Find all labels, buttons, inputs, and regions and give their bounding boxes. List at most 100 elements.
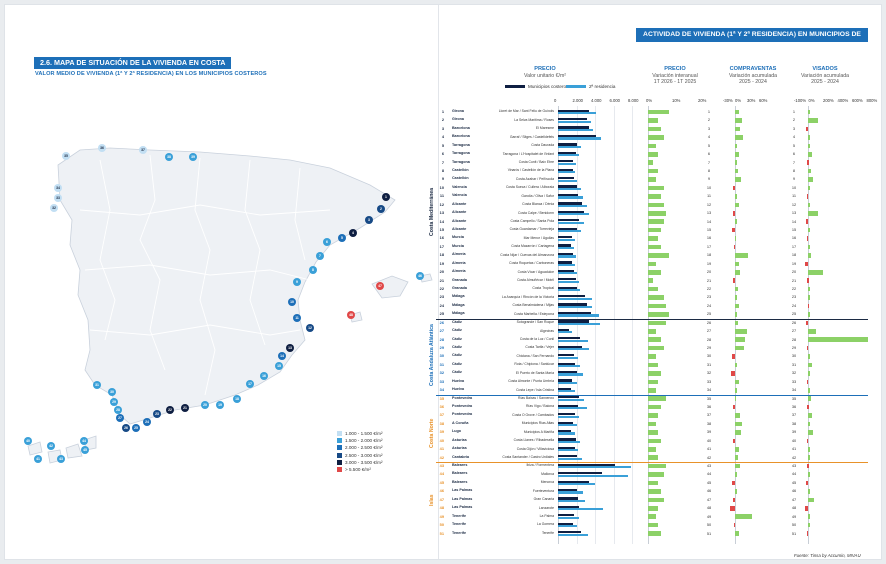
map-marker-31: 31 xyxy=(93,381,101,389)
row-province: Castellón xyxy=(452,176,469,181)
row-number-precio-var: 11 xyxy=(706,193,712,199)
map-marker-40: 40 xyxy=(24,437,32,445)
bar-compraventas xyxy=(732,227,735,233)
row-municipality: Chiclana / San Fernando xyxy=(516,353,554,358)
legend-swatch xyxy=(337,459,342,465)
bar-precio-variacion xyxy=(648,387,656,393)
legend-item: 2.000 - 2.500 €/m² xyxy=(337,444,383,451)
bar-precio-variacion xyxy=(648,151,659,157)
axis-tick-precio: 2.000 xyxy=(572,98,583,103)
bar-segunda-residencia xyxy=(558,280,580,283)
bar-segunda-residencia xyxy=(558,474,629,477)
row-municipality: Costa Benalmádena / Mijas xyxy=(512,303,554,308)
bar-municipios-costeros xyxy=(558,193,579,197)
bar-segunda-residencia xyxy=(558,246,574,250)
bar-compraventas xyxy=(732,480,735,486)
province-line xyxy=(99,159,116,341)
map-marker-30: 30 xyxy=(108,388,116,396)
bar-segunda-residencia xyxy=(558,373,583,376)
bar-compraventas xyxy=(733,497,735,503)
row-municipality: Tarragona / L'Hospitalet de l'Infant xyxy=(502,151,554,156)
map-marker-25: 25 xyxy=(132,424,140,432)
row-municipality: Costa Campello / Santa Pola xyxy=(510,218,554,223)
bar-visados xyxy=(808,202,810,208)
row-number: 42 xyxy=(439,454,444,460)
map-marker-3: 3 xyxy=(365,216,373,224)
row-number-precio-var: 21 xyxy=(706,277,712,283)
map-marker-21: 21 xyxy=(181,404,189,412)
map-marker-48: 48 xyxy=(347,311,355,319)
row-municipality: Costa O Grove / Cambados xyxy=(512,412,554,417)
row-number: 31 xyxy=(439,361,444,367)
map-marker-32: 32 xyxy=(50,204,58,212)
row-number-precio-var: 4 xyxy=(707,134,711,140)
bar-municipios-costeros xyxy=(558,320,589,323)
axis-tick-precio-var: 0% xyxy=(646,98,653,103)
row-province: Tenerife xyxy=(452,530,467,535)
row-number: 37 xyxy=(439,412,444,418)
row-municipality: Costa Mazarrón / Cartagena xyxy=(511,244,554,249)
map-marker-16: 16 xyxy=(260,372,268,380)
row-number-compraventas: 30 xyxy=(791,353,797,359)
bar-visados xyxy=(808,396,811,401)
legend-item: 3.000 - 3.500 €/m² xyxy=(337,459,383,466)
map-marker-14: 14 xyxy=(278,352,286,360)
map-marker-22: 22 xyxy=(166,406,174,414)
row-number-precio-var: 41 xyxy=(706,446,712,452)
legend-item: 2.500 - 3.000 €/m² xyxy=(337,452,383,459)
bar-visados xyxy=(806,194,809,199)
row-municipality: Lloret de Mar / Sant Feliu de Guíxols xyxy=(498,109,554,114)
row-number-precio-var: 16 xyxy=(706,235,712,241)
bar-segunda-residencia xyxy=(558,196,583,199)
bar-visados xyxy=(808,497,814,503)
row-province: Asturias xyxy=(452,437,467,442)
row-province: Málaga xyxy=(452,294,465,299)
bar-visados xyxy=(808,455,811,461)
row-province: Cádiz xyxy=(452,361,462,366)
bar-precio-variacion xyxy=(648,413,659,418)
bar-compraventas xyxy=(735,328,747,334)
row-number-compraventas: 39 xyxy=(791,429,797,435)
row-number-compraventas: 18 xyxy=(791,252,797,258)
bar-municipios-costeros xyxy=(558,219,580,222)
row-number-precio-var: 5 xyxy=(707,142,711,148)
bar-compraventas xyxy=(735,421,743,427)
row-municipality: Costa Cunit / Baix Ebre xyxy=(518,159,554,164)
bar-visados xyxy=(808,328,817,334)
map-marker-39: 39 xyxy=(189,153,197,161)
bar-segunda-residencia xyxy=(558,339,588,342)
row-number-precio-var: 47 xyxy=(706,496,712,502)
map-marker-44: 44 xyxy=(80,437,88,445)
bar-segunda-residencia xyxy=(558,314,599,317)
bar-precio-variacion xyxy=(648,354,656,359)
row-municipality: Municipios A Mariña xyxy=(523,429,554,434)
bar-compraventas xyxy=(735,489,737,494)
row-number-compraventas: 24 xyxy=(791,302,797,308)
bar-municipios-costeros xyxy=(558,295,585,298)
row-number-compraventas: 35 xyxy=(791,395,797,401)
row-number-compraventas: 42 xyxy=(791,454,797,460)
bar-precio-variacion xyxy=(648,379,659,385)
bar-compraventas xyxy=(735,312,738,317)
row-number-precio-var: 40 xyxy=(706,437,712,443)
row-number-compraventas: 13 xyxy=(791,210,797,216)
map-marker-8: 8 xyxy=(309,266,317,274)
bar-compraventas xyxy=(735,345,744,351)
peninsula-shape xyxy=(57,147,396,425)
row-municipality: El Puerto de Santa María xyxy=(515,370,554,375)
row-province: Barcelona xyxy=(452,125,470,130)
row-number-compraventas: 11 xyxy=(791,193,797,199)
bar-precio-variacion xyxy=(648,514,656,520)
bar-municipios-costeros xyxy=(558,261,572,264)
row-province: Tarragona xyxy=(452,142,470,147)
bar-segunda-residencia xyxy=(558,499,585,503)
province-line xyxy=(84,264,311,281)
row-number-precio-var: 15 xyxy=(706,227,712,233)
row-number-precio-var: 23 xyxy=(706,294,712,300)
bar-precio-variacion xyxy=(648,522,659,528)
row-number-precio-var: 20 xyxy=(706,269,712,275)
row-province: Pontevedra xyxy=(452,395,473,400)
row-municipality: Costa Níjar / Cuevas del Almanzora xyxy=(500,252,554,257)
region-separator xyxy=(436,394,868,396)
row-number-precio-var: 6 xyxy=(707,151,711,157)
